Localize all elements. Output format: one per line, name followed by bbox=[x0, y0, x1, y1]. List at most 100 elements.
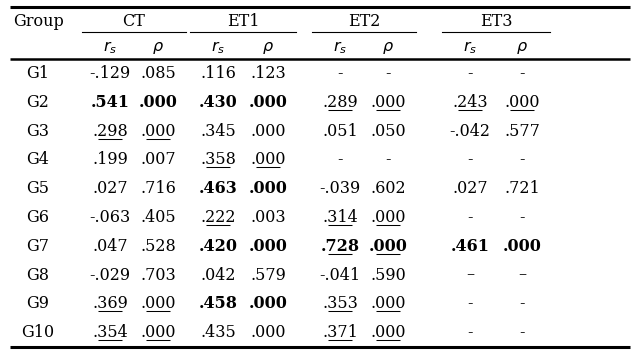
Text: ET1: ET1 bbox=[227, 12, 259, 29]
Text: .430: .430 bbox=[198, 94, 237, 111]
Text: .579: .579 bbox=[250, 267, 286, 284]
Text: .027: .027 bbox=[452, 180, 488, 197]
Text: -: - bbox=[519, 151, 525, 168]
Text: ET2: ET2 bbox=[348, 12, 380, 29]
Text: .003: .003 bbox=[250, 209, 286, 226]
Text: .000: .000 bbox=[371, 209, 406, 226]
Text: G2: G2 bbox=[27, 94, 49, 111]
Text: .716: .716 bbox=[140, 180, 176, 197]
Text: –: – bbox=[518, 267, 526, 284]
Text: .000: .000 bbox=[371, 324, 406, 341]
Text: .577: .577 bbox=[504, 122, 540, 140]
Text: $r_s$: $r_s$ bbox=[211, 38, 225, 55]
Text: .000: .000 bbox=[248, 180, 287, 197]
Text: Group: Group bbox=[13, 12, 63, 29]
Text: -: - bbox=[467, 151, 473, 168]
Text: $\rho$: $\rho$ bbox=[382, 38, 394, 55]
Text: .042: .042 bbox=[200, 267, 236, 284]
Text: -.129: -.129 bbox=[90, 65, 131, 82]
Text: .728: .728 bbox=[321, 238, 360, 255]
Text: -: - bbox=[519, 324, 525, 341]
Text: .461: .461 bbox=[451, 238, 490, 255]
Text: $r_s$: $r_s$ bbox=[103, 38, 117, 55]
Text: ET3: ET3 bbox=[480, 12, 512, 29]
Text: $\rho$: $\rho$ bbox=[262, 38, 274, 55]
Text: $\rho$: $\rho$ bbox=[516, 38, 528, 55]
Text: .000: .000 bbox=[369, 238, 408, 255]
Text: .085: .085 bbox=[140, 65, 176, 82]
Text: -.039: -.039 bbox=[319, 180, 360, 197]
Text: .435: .435 bbox=[200, 324, 236, 341]
Text: -: - bbox=[467, 295, 473, 312]
Text: G9: G9 bbox=[26, 295, 49, 312]
Text: .000: .000 bbox=[140, 295, 176, 312]
Text: .007: .007 bbox=[140, 151, 176, 168]
Text: $r_s$: $r_s$ bbox=[463, 38, 477, 55]
Text: G4: G4 bbox=[27, 151, 49, 168]
Text: $r_s$: $r_s$ bbox=[333, 38, 347, 55]
Text: .000: .000 bbox=[248, 94, 287, 111]
Text: .000: .000 bbox=[140, 122, 176, 140]
Text: -.063: -.063 bbox=[90, 209, 131, 226]
Text: -.029: -.029 bbox=[90, 267, 131, 284]
Text: .051: .051 bbox=[322, 122, 358, 140]
Text: -: - bbox=[467, 324, 473, 341]
Text: -: - bbox=[519, 209, 525, 226]
Text: -: - bbox=[385, 65, 391, 82]
Text: -: - bbox=[337, 65, 343, 82]
Text: .314: .314 bbox=[322, 209, 358, 226]
Text: -: - bbox=[467, 209, 473, 226]
Text: .528: .528 bbox=[140, 238, 176, 255]
Text: -: - bbox=[519, 295, 525, 312]
Text: .405: .405 bbox=[140, 209, 176, 226]
Text: G1: G1 bbox=[26, 65, 49, 82]
Text: .000: .000 bbox=[250, 151, 285, 168]
Text: CT: CT bbox=[123, 12, 145, 29]
Text: .358: .358 bbox=[200, 151, 236, 168]
Text: -.042: -.042 bbox=[449, 122, 490, 140]
Text: .000: .000 bbox=[502, 238, 541, 255]
Text: -: - bbox=[467, 65, 473, 82]
Text: .222: .222 bbox=[200, 209, 236, 226]
Text: G3: G3 bbox=[26, 122, 49, 140]
Text: .000: .000 bbox=[248, 238, 287, 255]
Text: G10: G10 bbox=[21, 324, 54, 341]
Text: .541: .541 bbox=[90, 94, 129, 111]
Text: .000: .000 bbox=[504, 94, 540, 111]
Text: .000: .000 bbox=[371, 295, 406, 312]
Text: .354: .354 bbox=[92, 324, 128, 341]
Text: .458: .458 bbox=[198, 295, 237, 312]
Text: -: - bbox=[519, 65, 525, 82]
Text: .463: .463 bbox=[198, 180, 237, 197]
Text: -: - bbox=[337, 151, 343, 168]
Text: .047: .047 bbox=[92, 238, 128, 255]
Text: .050: .050 bbox=[370, 122, 406, 140]
Text: -.041: -.041 bbox=[319, 267, 360, 284]
Text: .000: .000 bbox=[140, 324, 176, 341]
Text: .721: .721 bbox=[504, 180, 540, 197]
Text: .371: .371 bbox=[322, 324, 358, 341]
Text: .000: .000 bbox=[139, 94, 177, 111]
Text: .027: .027 bbox=[92, 180, 128, 197]
Text: G7: G7 bbox=[26, 238, 49, 255]
Text: .000: .000 bbox=[248, 295, 287, 312]
Text: .000: .000 bbox=[371, 94, 406, 111]
Text: .123: .123 bbox=[250, 65, 286, 82]
Text: .116: .116 bbox=[200, 65, 236, 82]
Text: .602: .602 bbox=[370, 180, 406, 197]
Text: .289: .289 bbox=[322, 94, 358, 111]
Text: $\rho$: $\rho$ bbox=[152, 38, 164, 55]
Text: .199: .199 bbox=[92, 151, 128, 168]
Text: G6: G6 bbox=[26, 209, 49, 226]
Text: G5: G5 bbox=[26, 180, 49, 197]
Text: .243: .243 bbox=[452, 94, 488, 111]
Text: .298: .298 bbox=[92, 122, 128, 140]
Text: .000: .000 bbox=[250, 324, 285, 341]
Text: .703: .703 bbox=[140, 267, 176, 284]
Text: .353: .353 bbox=[322, 295, 358, 312]
Text: .420: .420 bbox=[198, 238, 237, 255]
Text: G8: G8 bbox=[26, 267, 49, 284]
Text: .369: .369 bbox=[92, 295, 128, 312]
Text: -: - bbox=[385, 151, 391, 168]
Text: .000: .000 bbox=[250, 122, 285, 140]
